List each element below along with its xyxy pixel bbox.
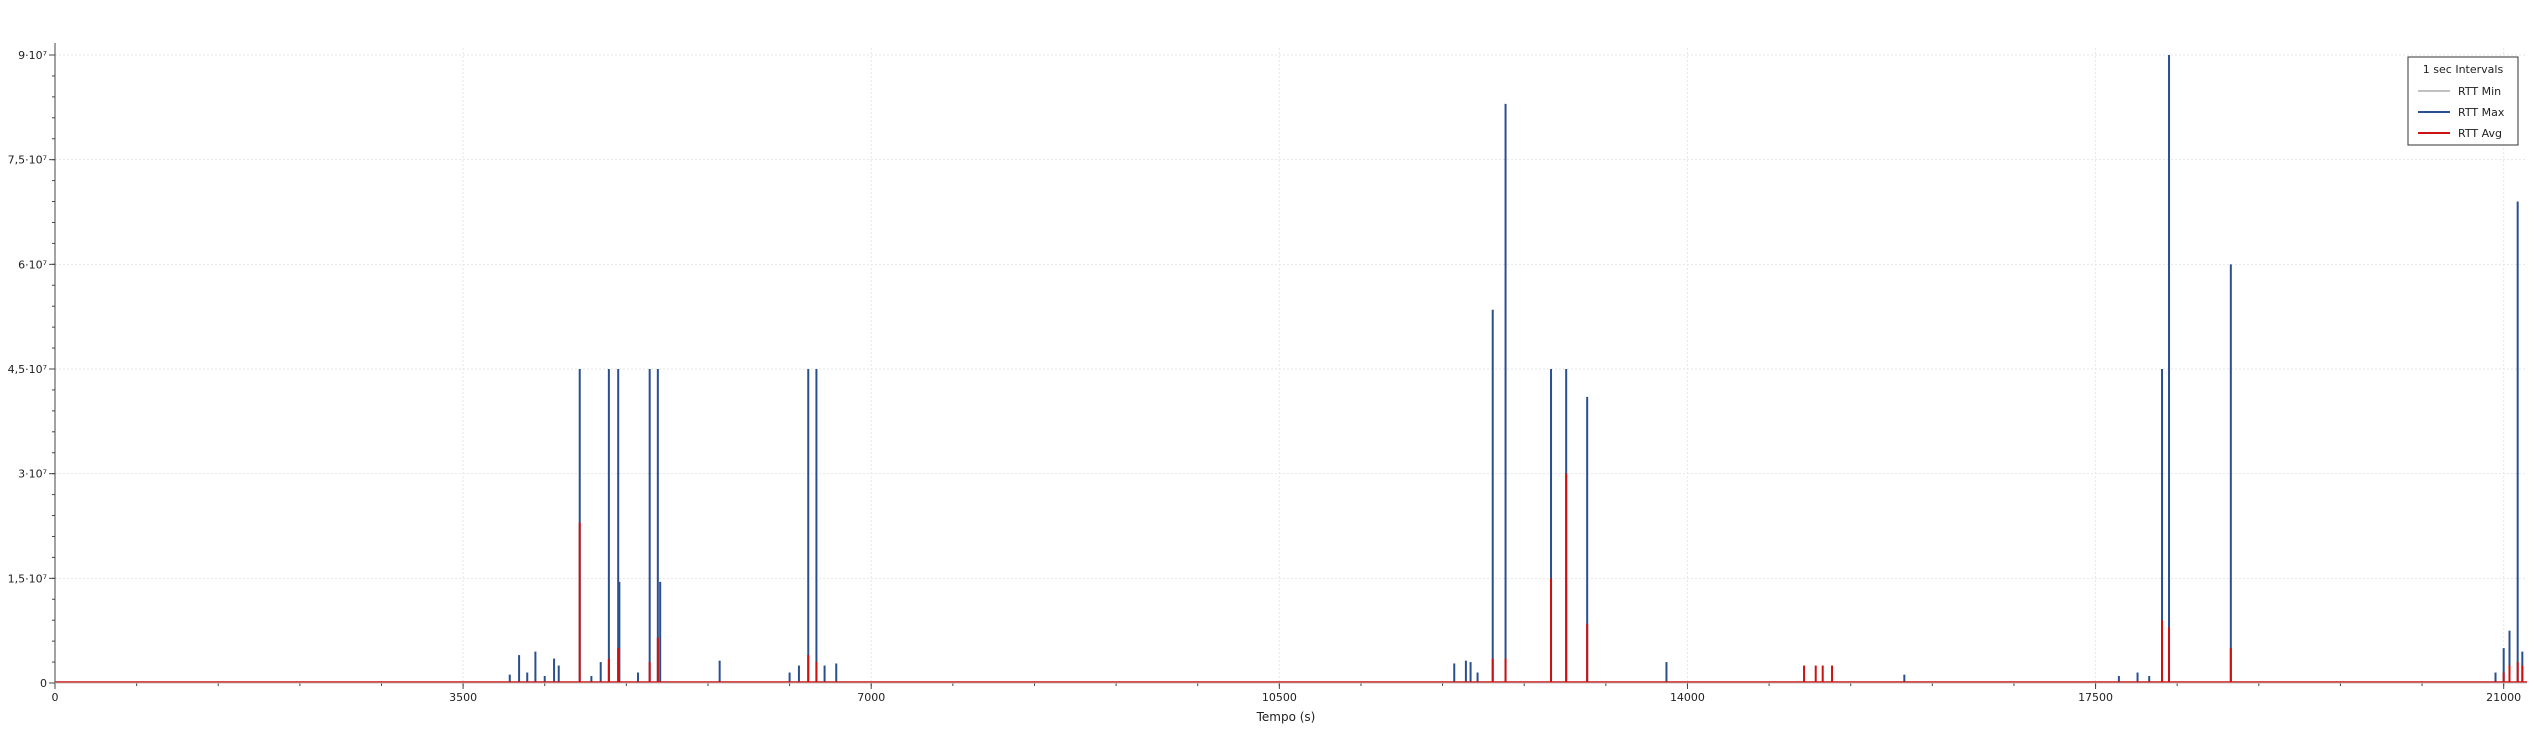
x-tick-label: 0 [52,691,59,704]
legend-label: RTT Avg [2458,127,2502,140]
y-tick-label: 6·10⁷ [18,258,47,271]
plot-area [55,55,2527,684]
y-tick-label: 4,5·10⁷ [8,363,47,376]
x-tick-label: 10500 [1262,691,1297,704]
x-tick-label: 21000 [2486,691,2521,704]
grid [54,48,2527,684]
legend-label: RTT Max [2458,106,2505,119]
y-tick-label: 0 [40,677,47,690]
y-tick-label: 7,5·10⁷ [8,154,47,167]
x-tick-label: 3500 [449,691,477,704]
legend-box [2407,56,2519,146]
legend: 1 sec Intervals RTT Min RTT Max RTT Avg [2407,56,2519,146]
y-tick-label: 3·10⁷ [18,468,47,481]
series-rtt-avg [578,473,2524,683]
legend-title: 1 sec Intervals [2423,63,2504,76]
x-axis-title: Tempo (s) [1256,710,1316,724]
x-tick-label: 14000 [1670,691,1705,704]
legend-label: RTT Min [2458,85,2501,98]
y-tick-label: 9·10⁷ [18,49,47,62]
x-tick-label: 17500 [2078,691,2113,704]
y-tick-label: 1,5·10⁷ [8,572,47,585]
x-tick-label: 7000 [857,691,885,704]
axes: 0 3500 7000 10500 14000 17500 21000 0 1,5·10⁷ 3·1… [8,43,2527,704]
